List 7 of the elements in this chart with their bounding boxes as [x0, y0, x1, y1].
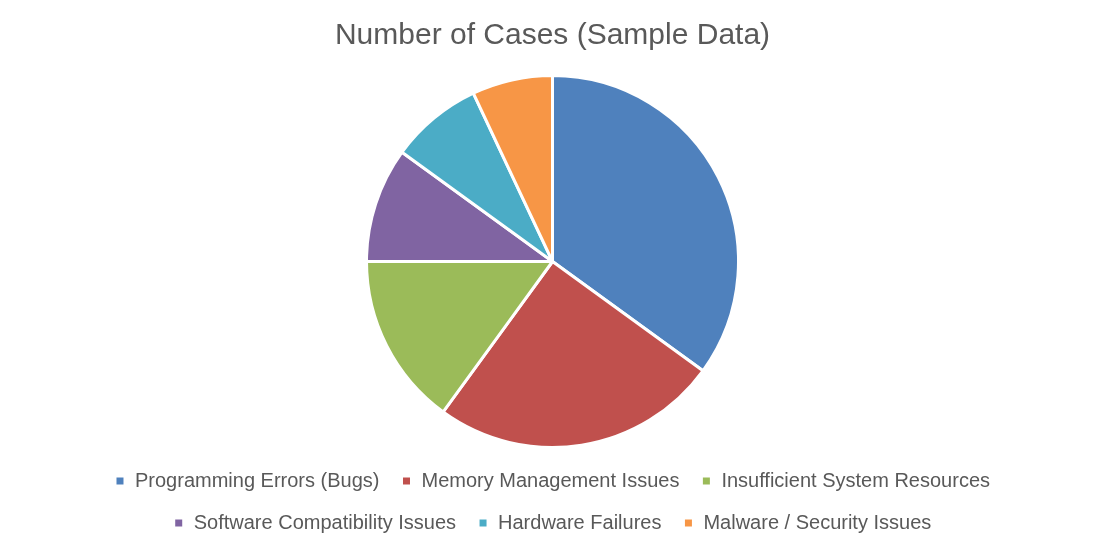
chart-title: Number of Cases (Sample Data): [334, 17, 771, 51]
legend-label: Memory Management Issues: [421, 468, 680, 491]
legend-label: Malware / Security Issues: [703, 510, 932, 533]
legend-label: Insufficient System Resources: [721, 468, 991, 491]
legend-label: Software Compatibility Issues: [193, 510, 457, 533]
legend-label: Hardware Failures: [498, 510, 662, 533]
legend-label: Programming Errors (Bugs): [134, 468, 380, 491]
